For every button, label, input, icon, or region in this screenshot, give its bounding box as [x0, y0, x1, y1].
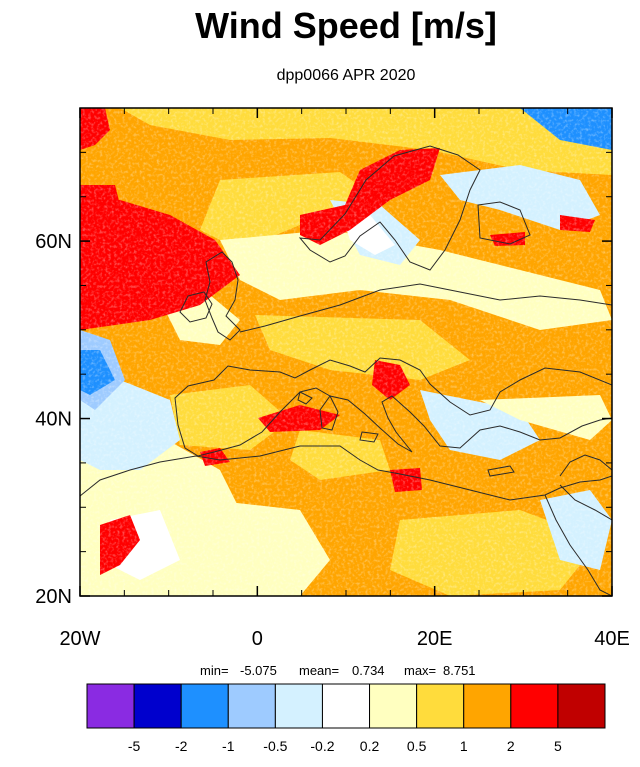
colorbar-swatch — [180, 683, 229, 729]
chart-subtitle: dpp0066 APR 2020 — [277, 67, 416, 84]
colorbar-swatch — [416, 683, 465, 729]
colorbar-swatch — [557, 683, 606, 729]
lon-tick-label: 20W — [59, 628, 100, 650]
wind-field — [80, 108, 612, 596]
colorbar-swatch — [227, 683, 276, 729]
coastlines — [80, 145, 612, 596]
colorbar-label: -2 — [175, 738, 188, 754]
colorbar: -5 -2 -1 -0.5 -0.2 0.2 0.5 1 2 5 — [86, 683, 606, 754]
lat-tick-label: 40N — [35, 409, 72, 431]
colorbar-swatch — [321, 683, 371, 729]
colorbar-label: -0.5 — [263, 738, 287, 754]
colorbar-label: 1 — [460, 738, 468, 754]
colorbar-label: -5 — [128, 738, 141, 754]
stats-max-label: max= — [404, 663, 436, 678]
colorbar-swatch — [510, 683, 559, 729]
colorbar-label: 5 — [554, 738, 562, 754]
map-panel: 20W 0 20E 40E 20N 40N 60N — [35, 107, 630, 650]
colorbar-label: 0.5 — [407, 738, 427, 754]
major-ticks — [79, 108, 613, 597]
colorbar-swatch — [86, 683, 135, 729]
colorbar-label: -1 — [222, 738, 235, 754]
lon-tick-label: 20E — [417, 628, 453, 650]
colorbar-swatch — [133, 683, 182, 729]
stats-min-label: min= — [200, 663, 229, 678]
stats-mean-label: mean= — [299, 663, 339, 678]
colorbar-swatch — [463, 683, 512, 729]
lon-tick-label: 0 — [252, 628, 263, 650]
lon-tick-label: 40E — [594, 628, 630, 650]
colorbar-label: -0.2 — [310, 738, 334, 754]
colorbar-label: 2 — [507, 738, 515, 754]
colorbar-label: 0.2 — [360, 738, 380, 754]
colorbar-swatch — [274, 683, 323, 729]
lat-tick-label: 20N — [35, 586, 72, 608]
stats-min-value: -5.075 — [240, 663, 277, 678]
minor-ticks — [80, 107, 612, 596]
lat-tick-label: 60N — [35, 231, 72, 253]
stats-mean-value: 0.734 — [352, 663, 385, 678]
axis-tick-labels: 20W 0 20E 40E 20N 40N 60N — [35, 231, 630, 650]
stats-max-value: 8.751 — [443, 663, 476, 678]
stats-line: min= -5.075 mean= 0.734 max= 8.751 — [200, 663, 476, 678]
colorbar-swatch — [369, 683, 418, 729]
chart-title: Wind Speed [m/s] — [195, 5, 497, 46]
